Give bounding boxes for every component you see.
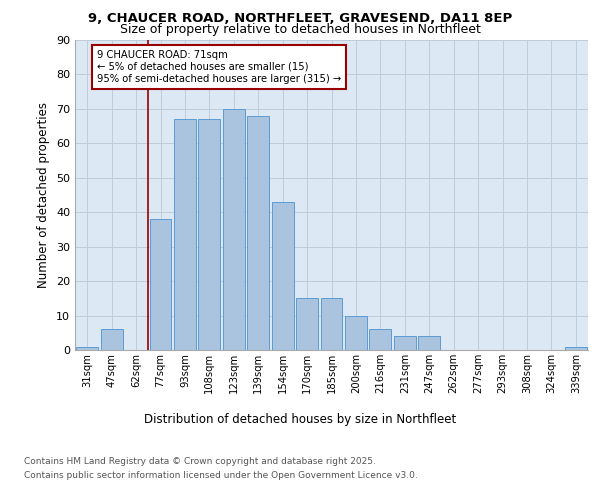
Bar	[76, 346, 98, 350]
Bar	[320, 298, 343, 350]
Bar	[394, 336, 416, 350]
Text: Distribution of detached houses by size in Northfleet: Distribution of detached houses by size …	[144, 412, 456, 426]
Bar	[247, 116, 269, 350]
Y-axis label: Number of detached properties: Number of detached properties	[37, 102, 50, 288]
Bar	[418, 336, 440, 350]
Bar	[199, 119, 220, 350]
Bar	[101, 330, 122, 350]
Bar	[223, 109, 245, 350]
Bar	[149, 219, 172, 350]
Bar	[272, 202, 293, 350]
Text: Contains HM Land Registry data © Crown copyright and database right 2025.: Contains HM Land Registry data © Crown c…	[24, 458, 376, 466]
Bar	[370, 330, 391, 350]
Text: Size of property relative to detached houses in Northfleet: Size of property relative to detached ho…	[119, 23, 481, 36]
Bar	[296, 298, 318, 350]
Bar	[345, 316, 367, 350]
Bar	[174, 119, 196, 350]
Text: 9 CHAUCER ROAD: 71sqm
← 5% of detached houses are smaller (15)
95% of semi-detac: 9 CHAUCER ROAD: 71sqm ← 5% of detached h…	[97, 50, 341, 84]
Bar	[565, 346, 587, 350]
Text: Contains public sector information licensed under the Open Government Licence v3: Contains public sector information licen…	[24, 471, 418, 480]
Text: 9, CHAUCER ROAD, NORTHFLEET, GRAVESEND, DA11 8EP: 9, CHAUCER ROAD, NORTHFLEET, GRAVESEND, …	[88, 12, 512, 26]
